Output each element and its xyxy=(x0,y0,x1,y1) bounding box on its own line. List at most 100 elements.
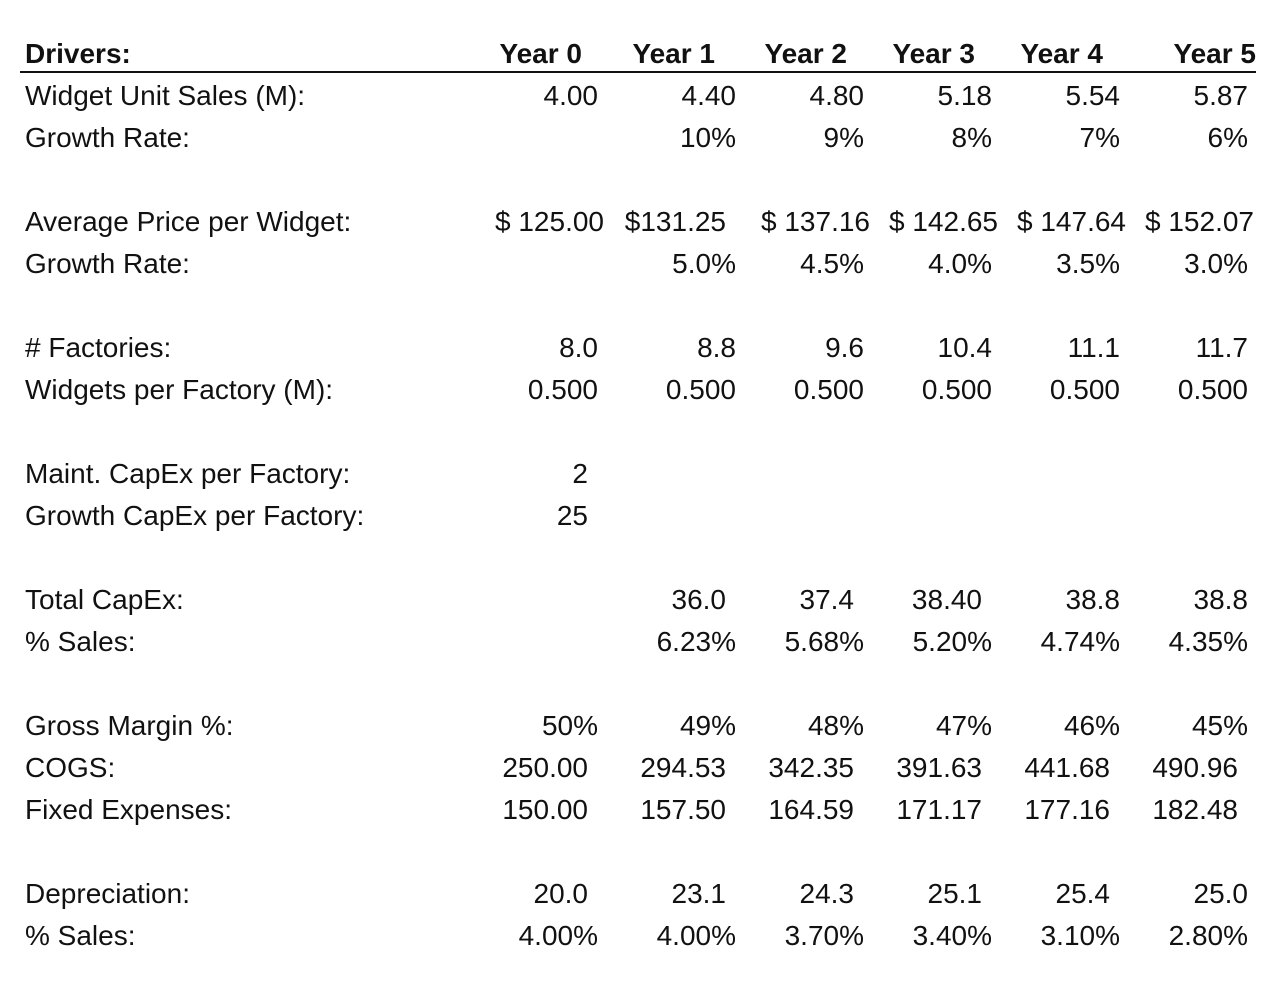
row-label: Gross Margin %: xyxy=(25,710,234,741)
cell-year-2: 9% xyxy=(823,122,864,153)
factories-row: # Factories: 8.0 8.8 9.6 10.4 11.1 11.7 xyxy=(0,327,1288,369)
fixed-expenses-row: Fixed Expenses: 150.00 157.50 164.59 171… xyxy=(0,789,1288,831)
row-label: Maint. CapEx per Factory: xyxy=(25,458,351,489)
cell-year-1: 4.00% xyxy=(656,920,736,951)
row-label: Depreciation: xyxy=(25,878,190,909)
cell-year-3: 3.40% xyxy=(912,920,992,951)
cell-year-3: 47% xyxy=(935,710,992,741)
cell-year-0: 250.00 xyxy=(502,752,588,783)
cell-year-3: 5.20% xyxy=(912,626,992,657)
header-row: Drivers: Year 0 Year 1 Year 2 Year 3 Yea… xyxy=(0,33,1288,75)
cell-year-4: 4.74% xyxy=(1040,626,1120,657)
cell-year-0: 4.00 xyxy=(543,80,599,111)
cell-year-4: 441.68 xyxy=(1024,752,1110,783)
cell-year-2: 342.35 xyxy=(768,752,854,783)
cell-year-2: 5.68% xyxy=(784,626,864,657)
total-capex-row: Total CapEx: 36.0 37.4 38.40 38.8 38.8 xyxy=(0,579,1288,621)
cell-year-1: 5.0% xyxy=(672,248,736,279)
drivers-heading: Drivers: xyxy=(25,38,131,69)
cell-year-5: 45% xyxy=(1191,710,1248,741)
cell-year-1: $131.25 xyxy=(624,206,726,237)
cell-year-5: 6% xyxy=(1207,122,1248,153)
row-label: % Sales: xyxy=(25,920,136,951)
cell-year-3: 38.40 xyxy=(911,584,982,615)
cell-year-1: 6.23% xyxy=(656,626,736,657)
cell-year-3: 25.1 xyxy=(927,878,983,909)
cell-year-1: 36.0 xyxy=(671,584,727,615)
depreciation-pct-sales-row: % Sales: 4.00% 4.00% 3.70% 3.40% 3.10% 2… xyxy=(0,915,1288,957)
cell-year-3: 171.17 xyxy=(896,794,982,825)
cell-year-1: 23.1 xyxy=(671,878,727,909)
gross-margin-row: Gross Margin %: 50% 49% 48% 47% 46% 45% xyxy=(0,705,1288,747)
cell-year-1: 4.40 xyxy=(681,80,737,111)
cell-year-0: 25 xyxy=(556,500,588,531)
cell-year-4: 3.5% xyxy=(1056,248,1120,279)
row-label: Growth Rate: xyxy=(25,248,190,279)
row-label: Widget Unit Sales (M): xyxy=(25,80,306,111)
row-label: Fixed Expenses: xyxy=(25,794,232,825)
row-label: COGS: xyxy=(25,752,116,783)
cell-year-4: 11.1 xyxy=(1067,332,1120,363)
cell-year-4: 25.4 xyxy=(1055,878,1111,909)
cell-year-1: 294.53 xyxy=(640,752,726,783)
cell-year-4: 5.54 xyxy=(1065,80,1121,111)
widgets-per-factory-row: Widgets per Factory (M): 0.500 0.500 0.5… xyxy=(0,369,1288,411)
cogs-row: COGS: 250.00 294.53 342.35 391.63 441.68… xyxy=(0,747,1288,789)
cell-year-3: 4.0% xyxy=(928,248,992,279)
cell-year-3: $ 142.65 xyxy=(889,206,998,237)
cell-year-2: $ 137.16 xyxy=(761,206,870,237)
cell-year-0: 2 xyxy=(572,458,588,489)
cell-year-4: 3.10% xyxy=(1040,920,1120,951)
cell-year-5: 2.80% xyxy=(1168,920,1248,951)
cell-year-2: 4.5% xyxy=(800,248,864,279)
cell-year-2: 164.59 xyxy=(768,794,854,825)
capex-pct-sales-row: % Sales: 6.23% 5.68% 5.20% 4.74% 4.35% xyxy=(0,621,1288,663)
cell-year-1: 10% xyxy=(679,122,736,153)
cell-year-1: 49% xyxy=(679,710,736,741)
cell-year-2: 4.80 xyxy=(809,80,865,111)
cell-year-0: 20.0 xyxy=(533,878,589,909)
row-label: Growth CapEx per Factory: xyxy=(25,500,365,531)
cell-year-3: 391.63 xyxy=(896,752,982,783)
cell-year-5: 5.87 xyxy=(1193,80,1249,111)
cell-year-0: $ 125.00 xyxy=(495,206,604,237)
cell-year-3: 0.500 xyxy=(921,374,992,405)
cell-year-1: 157.50 xyxy=(640,794,726,825)
row-label: Total CapEx: xyxy=(25,584,184,615)
cell-year-5: 3.0% xyxy=(1184,248,1248,279)
cell-year-2: 9.6 xyxy=(825,332,864,363)
row-label: Widgets per Factory (M): xyxy=(25,374,334,405)
cell-year-5: 4.35% xyxy=(1168,626,1248,657)
cell-year-4: 38.8 xyxy=(1065,584,1121,615)
year-0-header: Year 0 xyxy=(499,38,582,69)
cell-year-5: 0.500 xyxy=(1177,374,1248,405)
cell-year-4: 177.16 xyxy=(1024,794,1110,825)
cell-year-5: 38.8 xyxy=(1193,584,1249,615)
cell-year-3: 8% xyxy=(951,122,992,153)
maint-capex-row: Maint. CapEx per Factory: 2 xyxy=(0,453,1288,495)
year-3-header: Year 3 xyxy=(892,38,975,69)
cell-year-5: $ 152.07 xyxy=(1145,206,1254,237)
cell-year-2: 24.3 xyxy=(799,878,855,909)
cell-year-2: 37.4 xyxy=(799,584,855,615)
unit-growth-rate-row: Growth Rate: 10% 9% 8% 7% 6% xyxy=(0,117,1288,159)
cell-year-1: 0.500 xyxy=(665,374,736,405)
growth-capex-row: Growth CapEx per Factory: 25 xyxy=(0,495,1288,537)
cell-year-5: 182.48 xyxy=(1152,794,1238,825)
price-growth-rate-row: Growth Rate: 5.0% 4.5% 4.0% 3.5% 3.0% xyxy=(0,243,1288,285)
row-label: Growth Rate: xyxy=(25,122,190,153)
cell-year-4: 46% xyxy=(1063,710,1120,741)
cell-year-0: 8.0 xyxy=(559,332,598,363)
cell-year-4: $ 147.64 xyxy=(1017,206,1126,237)
year-4-header: Year 4 xyxy=(1020,38,1103,69)
cell-year-2: 3.70% xyxy=(784,920,864,951)
row-label: # Factories: xyxy=(25,332,172,363)
widget-unit-sales-row: Widget Unit Sales (M): 4.00 4.40 4.80 5.… xyxy=(0,75,1288,117)
year-2-header: Year 2 xyxy=(764,38,847,69)
cell-year-4: 0.500 xyxy=(1049,374,1120,405)
cell-year-0: 150.00 xyxy=(502,794,588,825)
cell-year-2: 48% xyxy=(807,710,864,741)
cell-year-5: 25.0 xyxy=(1193,878,1249,909)
row-label: % Sales: xyxy=(25,626,136,657)
